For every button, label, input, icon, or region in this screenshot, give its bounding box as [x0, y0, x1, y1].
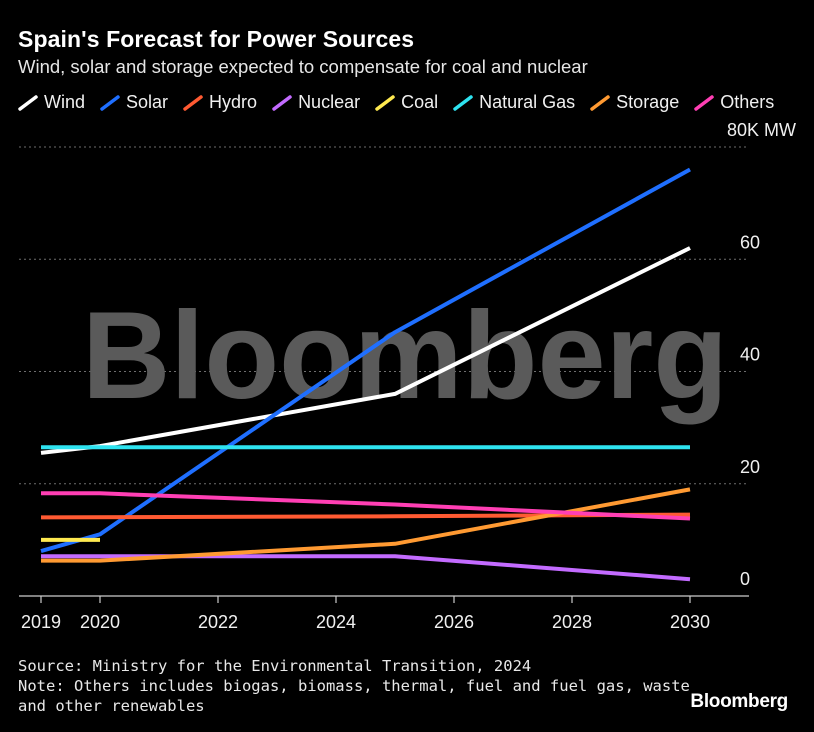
legend-label-nuclear: Nuclear	[298, 92, 361, 112]
series-layer	[40, 167, 691, 582]
legend-item-wind: Wind	[18, 92, 85, 113]
y-tick-label-20: 20	[740, 457, 760, 477]
chart-legend: Wind Solar Hydro Nuclear Coal Natural Gas Stor…	[18, 92, 789, 113]
x-tick-label-2030: 2030	[670, 612, 710, 632]
legend-swatch-others	[694, 94, 714, 111]
legend-label-hydro: Hydro	[209, 92, 258, 112]
line-chart: Bloomberg 2019 2020 2022 2024 2026 2028 203002…	[19, 120, 796, 632]
note-line-1: Note: Others includes biogas, biomass, t…	[18, 677, 690, 695]
legend-label-solar: Solar	[126, 92, 169, 112]
legend-item-solar: Solar	[100, 92, 168, 113]
legend-label-natural-gas: Natural Gas	[479, 92, 576, 112]
x-tick-label-2022: 2022	[198, 612, 238, 632]
y-tick-label-80: 80K MW	[727, 120, 796, 140]
y-tick-label-40: 40	[740, 345, 760, 365]
legend-swatch-nuclear	[272, 94, 292, 111]
bloomberg-logo: Bloomberg	[690, 691, 788, 712]
series-line-storage	[41, 487, 691, 563]
x-tick-label-2028: 2028	[552, 612, 592, 632]
legend-item-natural-gas: Natural Gas	[453, 92, 575, 113]
series-line-wind	[40, 246, 691, 455]
x-tick-label-2019: 2019	[21, 612, 61, 632]
series-line-solar	[40, 167, 691, 554]
chart-subtitle: Wind, solar and storage expected to comp…	[18, 56, 588, 77]
note-line-2: and other renewables	[18, 697, 205, 715]
x-tick-label-2026: 2026	[434, 612, 474, 632]
legend-swatch-natural-gas	[453, 94, 473, 111]
x-tick-label-2020: 2020	[80, 612, 120, 632]
series-line-others	[41, 491, 691, 521]
source-note: Source: Ministry for the Environmental T…	[18, 657, 532, 675]
legend-item-coal: Coal	[375, 92, 438, 113]
legend-swatch-hydro	[183, 94, 203, 111]
legend-item-storage: Storage	[590, 92, 679, 113]
legend-swatch-solar	[100, 94, 120, 111]
bloomberg-watermark: Bloomberg	[82, 287, 728, 425]
legend-label-others: Others	[720, 92, 775, 112]
axis-layer: 2019 2020 2022 2024 2026 2028 2030 0 20 40 60 80K M…	[19, 120, 796, 632]
y-tick-label-0: 0	[740, 569, 750, 589]
legend-swatch-coal	[375, 94, 395, 111]
legend-label-coal: Coal	[401, 92, 439, 112]
legend-item-hydro: Hydro	[183, 92, 257, 113]
legend-item-others: Others	[694, 92, 774, 113]
legend-swatch-wind	[18, 94, 38, 111]
legend-item-nuclear: Nuclear	[272, 92, 360, 113]
legend-label-wind: Wind	[44, 92, 86, 112]
y-tick-label-60: 60	[740, 232, 760, 252]
grid-layer	[19, 146, 749, 485]
legend-swatch-storage	[590, 94, 610, 111]
legend-label-storage: Storage	[616, 92, 680, 112]
x-tick-label-2024: 2024	[316, 612, 356, 632]
chart-title: Spain's Forecast for Power Sources	[18, 26, 415, 52]
chart-footer: Source: Ministry for the Environmental T…	[18, 656, 690, 716]
